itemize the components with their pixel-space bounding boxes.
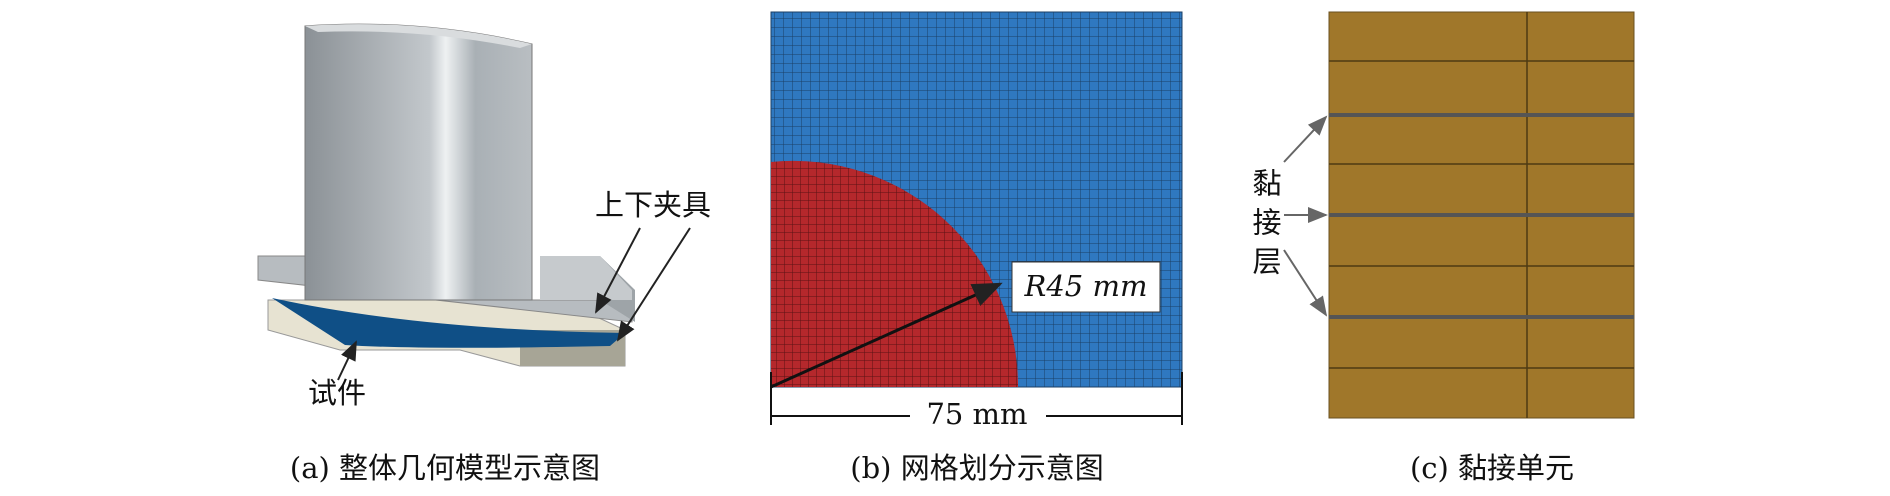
panel-a: 上下夹具 试件 (a) 整体几何模型示意图: [257, 23, 711, 485]
layer-label: 黏接层: [1248, 168, 1282, 285]
caption: (a) 整体几何模型示意图: [290, 451, 600, 485]
panel-b: R45 mm 75 mm (b) 网格划分示意图: [770, 11, 1183, 485]
fixture-label: 上下夹具: [595, 188, 711, 222]
radius-line: [770, 282, 1003, 389]
arrow: [616, 227, 691, 342]
radius-label: R45 mm: [1024, 269, 1148, 303]
arrow: [595, 227, 641, 314]
caption: (b) 网格划分示意图: [850, 451, 1103, 485]
specimen-label: 试件: [308, 376, 366, 410]
width-label: 75 mm: [926, 397, 1027, 431]
caption: (c) 黏接单元: [1410, 451, 1574, 485]
panel-c: 黏接层 (c) 黏接单元: [1248, 11, 1635, 485]
arrow: [337, 340, 357, 381]
